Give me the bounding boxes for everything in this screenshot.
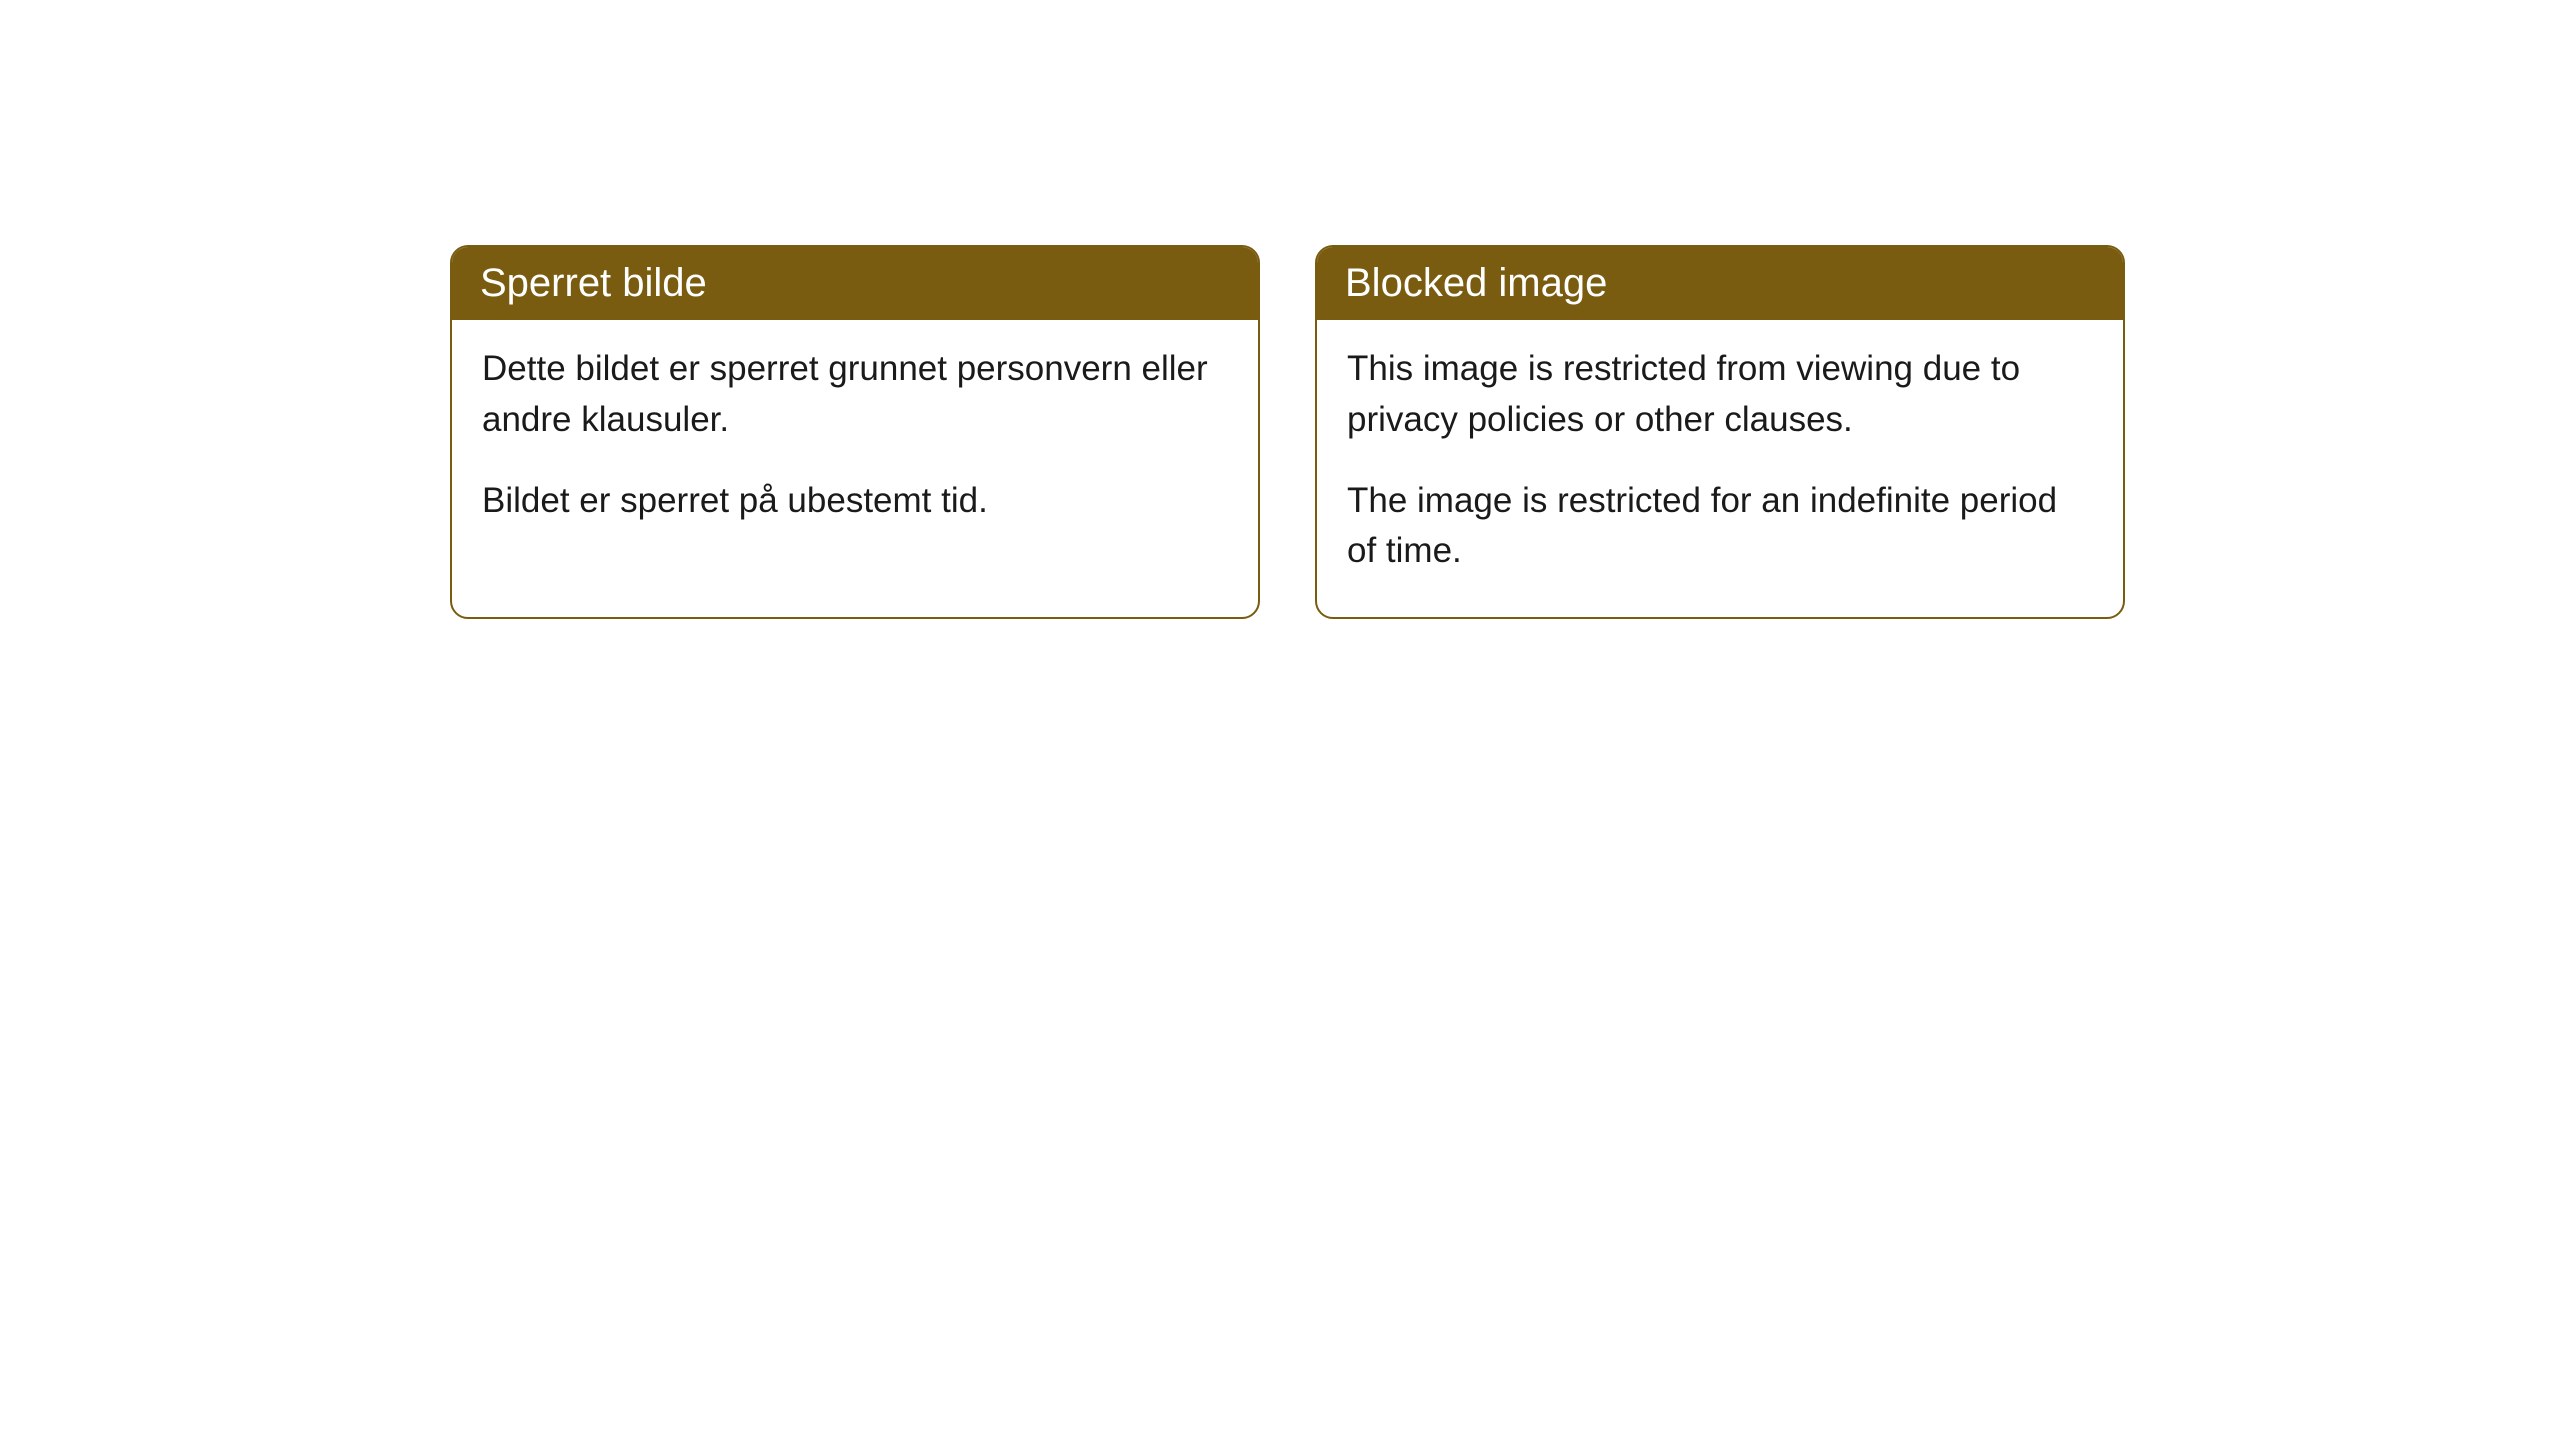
blocked-image-card-norwegian: Sperret bilde Dette bildet er sperret gr… bbox=[450, 245, 1260, 619]
card-body: This image is restricted from viewing du… bbox=[1317, 320, 2123, 617]
blocked-image-card-english: Blocked image This image is restricted f… bbox=[1315, 245, 2125, 619]
card-title: Sperret bilde bbox=[452, 247, 1258, 320]
notice-cards-container: Sperret bilde Dette bildet er sperret gr… bbox=[450, 245, 2125, 619]
card-paragraph: Bildet er sperret på ubestemt tid. bbox=[482, 476, 1228, 527]
card-paragraph: The image is restricted for an indefinit… bbox=[1347, 476, 2093, 578]
card-title: Blocked image bbox=[1317, 247, 2123, 320]
card-body: Dette bildet er sperret grunnet personve… bbox=[452, 320, 1258, 566]
card-paragraph: Dette bildet er sperret grunnet personve… bbox=[482, 344, 1228, 446]
card-paragraph: This image is restricted from viewing du… bbox=[1347, 344, 2093, 446]
